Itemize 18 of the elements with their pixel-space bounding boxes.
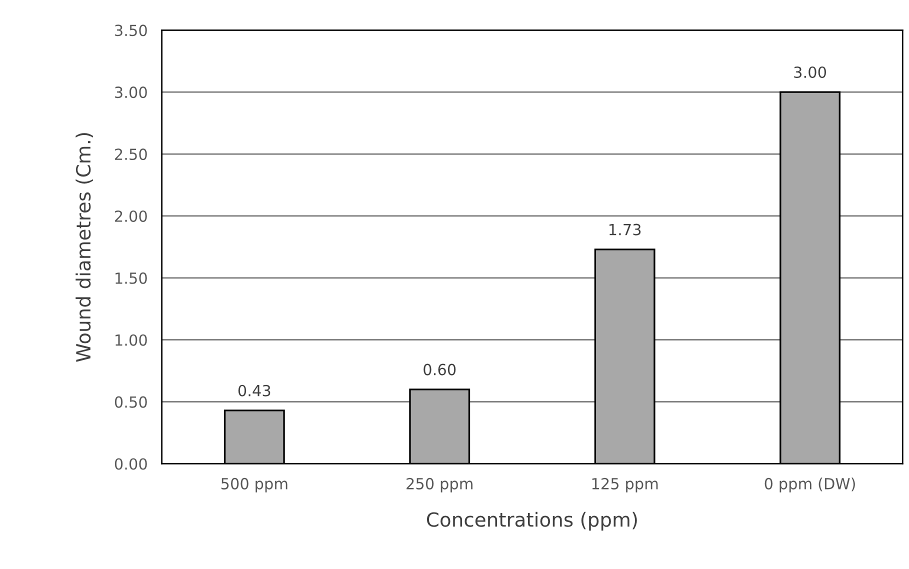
x-axis-title: Concentrations (ppm)	[426, 512, 637, 531]
y-tick-label: 0.00	[114, 458, 147, 470]
y-axis-title: Wound diametres (Cm.)	[76, 133, 93, 362]
y-tick-label: 3.50	[115, 24, 147, 36]
x-tick-label: 500 ppm	[221, 478, 288, 492]
x-tick-label: 250 ppm	[406, 478, 472, 492]
y-tick-label: 2.50	[115, 148, 147, 160]
data-label: 3.00	[794, 66, 826, 78]
data-label: 0.60	[424, 364, 456, 376]
data-label: 0.43	[238, 384, 270, 396]
x-tick-label: 125 ppm	[592, 478, 658, 492]
y-tick-label: 2.00	[115, 210, 147, 222]
y-tick-label: 1.50	[116, 272, 147, 284]
y-tick-label: 0.50	[114, 396, 147, 408]
data-label: 1.73	[609, 224, 641, 236]
y-tick-label: 1.00	[116, 334, 147, 346]
y-tick-label: 3.00	[115, 86, 147, 98]
x-tick-label: 0 ppm (DW)	[764, 478, 855, 492]
